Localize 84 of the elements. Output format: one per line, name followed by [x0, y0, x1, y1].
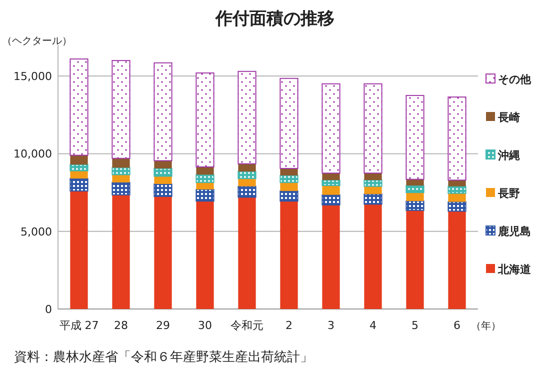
- bar: [196, 182, 214, 190]
- x-tick-label: 29: [156, 319, 170, 332]
- bar: [70, 164, 88, 172]
- bar: [70, 190, 88, 309]
- bar: [196, 188, 214, 202]
- legend-label: 北海道: [497, 263, 532, 276]
- x-tick-label: 5: [412, 319, 418, 332]
- legend-label: その他: [498, 73, 532, 86]
- bar: [448, 186, 466, 194]
- x-tick-label: 平成 27: [59, 319, 99, 332]
- x-axis-title: （年）: [471, 320, 501, 332]
- bar: [364, 83, 382, 174]
- bar: [196, 166, 214, 175]
- bar: [364, 194, 382, 205]
- x-tick-label: 2: [286, 319, 292, 332]
- bar: [280, 168, 298, 176]
- bar: [112, 182, 130, 196]
- bar: [406, 179, 424, 186]
- bar: [448, 201, 466, 212]
- bar: [70, 155, 88, 165]
- bar: [322, 186, 340, 195]
- bar: [280, 78, 298, 169]
- chart-title: 作付面積の推移: [214, 9, 334, 29]
- bar: [154, 168, 172, 177]
- bar: [322, 173, 340, 180]
- legend-label: 鹿児島: [497, 225, 531, 238]
- x-tick-label: 4: [370, 319, 376, 332]
- legend-label: 長崎: [497, 111, 520, 124]
- bar: [70, 58, 88, 156]
- bar: [364, 204, 382, 309]
- x-tick-label: 3: [328, 319, 334, 332]
- bar: [196, 174, 214, 183]
- bar: [448, 193, 466, 202]
- y-tick-label: 15,000: [14, 70, 52, 84]
- bar: [322, 180, 340, 186]
- bar: [196, 72, 214, 168]
- bar: [280, 182, 298, 191]
- bar: [112, 158, 130, 168]
- bar: [406, 210, 424, 309]
- bar: [112, 167, 130, 176]
- bar: [238, 197, 256, 309]
- bar: [322, 83, 340, 174]
- bar: [364, 173, 382, 180]
- x-tick-label: 28: [114, 319, 128, 332]
- y-tick-label: 10,000: [14, 148, 52, 161]
- bar: [364, 186, 382, 194]
- x-tick-label: 令和元: [230, 319, 264, 332]
- bar: [322, 204, 340, 309]
- bar: [112, 174, 130, 182]
- bar: [280, 190, 298, 202]
- bar: [154, 196, 172, 309]
- text: 資料：農林水産省「令和６年産野菜生産出荷統計」: [14, 349, 313, 365]
- bar: [154, 176, 172, 184]
- bar: [280, 174, 298, 183]
- y-axis-title: （ヘクタール）: [2, 36, 72, 47]
- x-tick-label: 30: [198, 319, 212, 332]
- bar: [154, 183, 172, 197]
- bar: [406, 94, 424, 180]
- bar: [70, 178, 88, 192]
- bar: [238, 186, 256, 198]
- bar: [448, 211, 466, 309]
- bar: [112, 60, 130, 159]
- bar: [196, 201, 214, 309]
- bar: [154, 160, 172, 168]
- x-tick-label: 6: [454, 319, 460, 332]
- bar: [448, 96, 466, 181]
- y-tick-label: 5,000: [20, 225, 52, 238]
- bar: [322, 194, 340, 206]
- bar: [238, 70, 256, 164]
- bar: [280, 201, 298, 309]
- bar: [406, 185, 424, 194]
- bar: [238, 171, 256, 180]
- bar: [112, 194, 130, 309]
- y-tick-label: 0: [45, 303, 52, 316]
- bar: [238, 178, 256, 186]
- legend-label: 沖縄: [497, 149, 520, 162]
- bar: [406, 200, 424, 211]
- bar: [406, 192, 424, 202]
- bar: [448, 180, 466, 186]
- bar: [70, 170, 88, 179]
- legend-label: 長野: [497, 187, 520, 200]
- bar: [364, 180, 382, 187]
- bar: [154, 62, 172, 162]
- bar: [238, 164, 256, 172]
